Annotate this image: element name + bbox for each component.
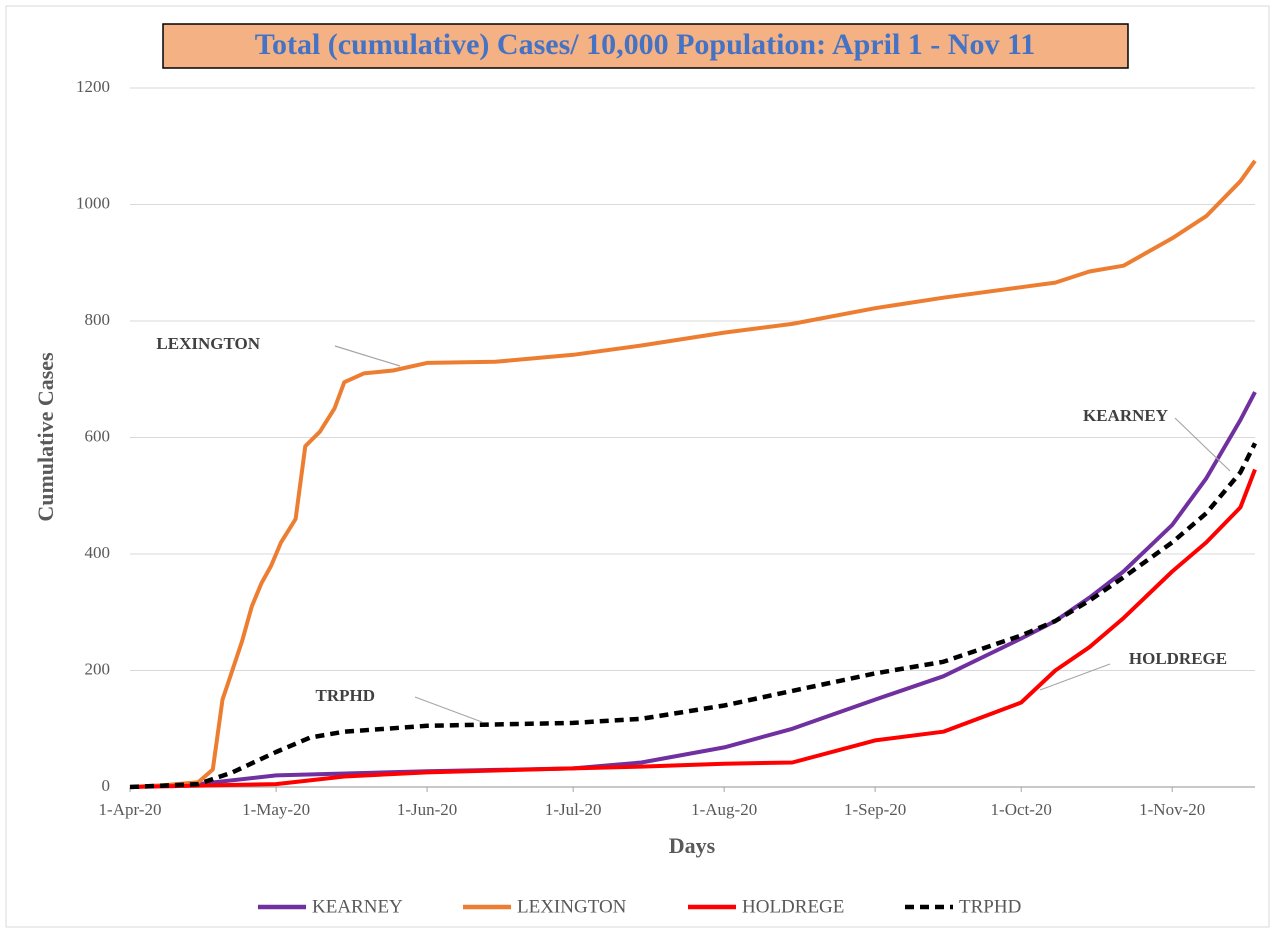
y-tick-label: 200 (85, 659, 111, 678)
x-tick-label: 1-Nov-20 (1139, 800, 1205, 819)
annotation: KEARNEY (1083, 406, 1168, 425)
x-tick-label: 1-Apr-20 (99, 800, 162, 819)
annotation: HOLDREGE (1129, 649, 1227, 668)
series-line (129, 468, 1257, 789)
y-tick-label: 1200 (76, 77, 110, 96)
chart-title: Total (cumulative) Cases/ 10,000 Populat… (255, 28, 1036, 61)
x-tick-label: 1-Oct-20 (991, 800, 1052, 819)
x-tick-label: 1-Sep-20 (844, 800, 906, 819)
annotation: TRPHD (316, 686, 376, 705)
annotation-leader (414, 696, 483, 723)
y-tick-label: 800 (85, 310, 111, 329)
y-axis-title: Cumulative Cases (33, 352, 58, 522)
series-line (129, 159, 1257, 789)
y-tick-label: 600 (85, 426, 111, 445)
x-tick-label: 1-Jul-20 (545, 800, 602, 819)
y-tick-label: 0 (102, 776, 111, 795)
x-tick-label: 1-May-20 (242, 800, 310, 819)
legend-label: LEXINGTON (517, 896, 627, 917)
x-tick-label: 1-Jun-20 (397, 800, 457, 819)
legend-label: HOLDREGE (742, 896, 844, 917)
legend-label: TRPHD (959, 896, 1021, 917)
annotation-leader (334, 345, 401, 367)
y-tick-label: 400 (85, 543, 111, 562)
annotation: LEXINGTON (156, 334, 260, 353)
x-axis-title: Days (669, 833, 716, 858)
title-box (162, 23, 1129, 69)
annotation-leader (1174, 417, 1231, 472)
y-tick-label: 1000 (76, 193, 110, 212)
chart-border (5, 5, 1270, 928)
series-line (129, 442, 1258, 790)
series-line (129, 391, 1257, 789)
x-tick-label: 1-Aug-20 (691, 800, 757, 819)
legend-label: KEARNEY (312, 896, 403, 917)
annotation-leader (1039, 663, 1111, 691)
